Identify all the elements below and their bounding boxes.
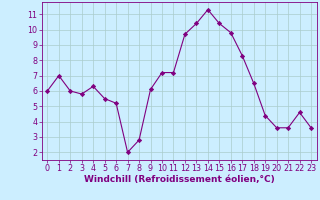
X-axis label: Windchill (Refroidissement éolien,°C): Windchill (Refroidissement éolien,°C)	[84, 175, 275, 184]
